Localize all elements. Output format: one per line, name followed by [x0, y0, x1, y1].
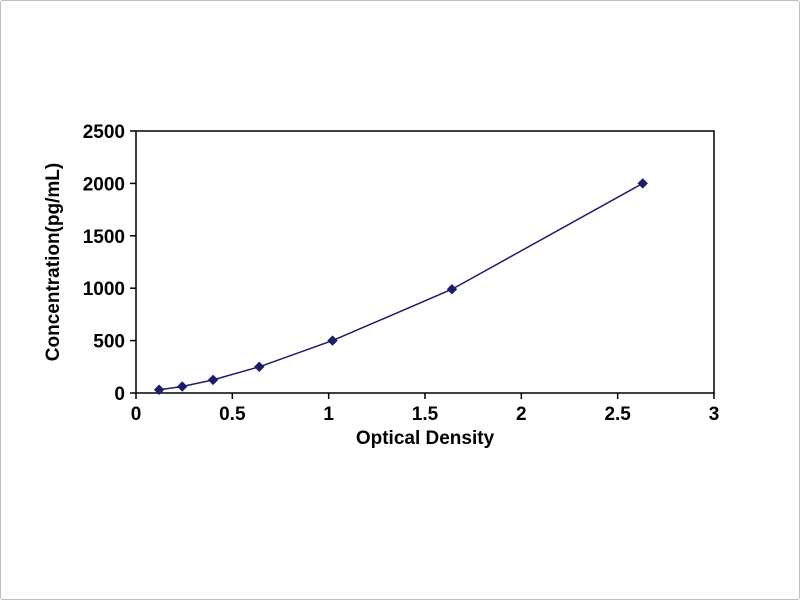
x-tick-label: 2.5: [604, 404, 631, 425]
y-tick-label: 2500: [83, 122, 125, 143]
x-tick-label: 1.5: [412, 404, 439, 425]
y-tick-label: 2000: [83, 174, 125, 195]
x-tick-label: 0.5: [219, 404, 246, 425]
data-point-marker: [327, 335, 338, 346]
x-tick-label: 0: [131, 404, 142, 425]
x-tick-label: 1: [323, 404, 334, 425]
x-tick-label: 3: [709, 404, 720, 425]
y-tick-label: 1000: [83, 279, 125, 300]
data-point-marker: [207, 374, 219, 386]
data-point-marker: [446, 284, 458, 295]
data-point-marker: [254, 361, 265, 373]
y-tick-label: 0: [114, 384, 125, 405]
data-point-marker: [637, 178, 648, 189]
y-tick-label: 1500: [83, 227, 125, 248]
x-axis-title: Optical Density: [355, 428, 495, 449]
y-tick-label: 500: [93, 332, 125, 353]
data-point-marker: [177, 381, 188, 392]
data-point-marker: [153, 384, 165, 395]
plot-area: [135, 130, 715, 394]
x-tick-label: 2: [516, 404, 527, 425]
y-axis-title: Concentration(pg/mL): [43, 162, 64, 362]
